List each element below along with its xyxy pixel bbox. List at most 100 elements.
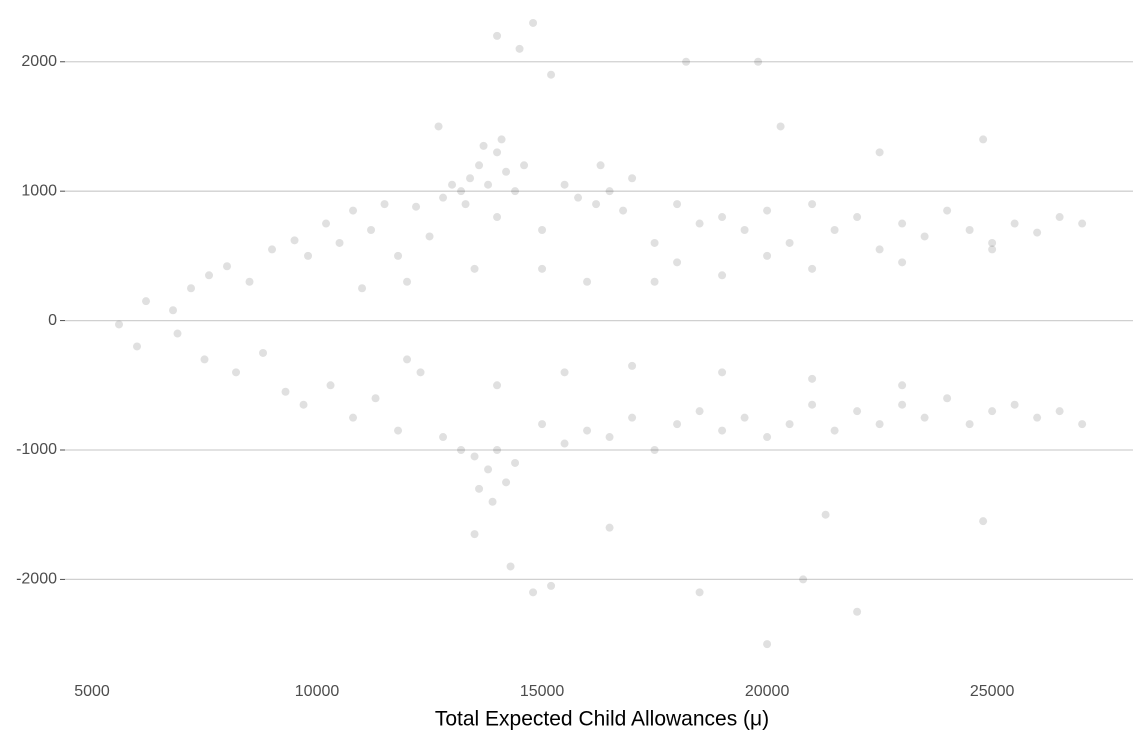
point [403, 277, 412, 286]
point [695, 588, 704, 597]
point [821, 510, 830, 519]
point [1055, 213, 1064, 222]
point [358, 284, 367, 293]
point [808, 264, 817, 273]
point [763, 640, 772, 649]
point [322, 219, 331, 228]
point [200, 355, 209, 364]
point [502, 478, 511, 487]
point [349, 413, 358, 422]
point [448, 180, 457, 189]
point [493, 213, 502, 222]
point [605, 187, 614, 196]
point [560, 439, 569, 448]
point [394, 251, 403, 260]
point [898, 258, 907, 267]
y-tick-label: 1000 [21, 182, 57, 199]
y-tick-label: 2000 [21, 53, 57, 70]
y-tick-label: -1000 [16, 441, 57, 458]
point [290, 236, 299, 245]
grid [65, 61, 1133, 581]
point [875, 148, 884, 157]
point [740, 413, 749, 422]
point [628, 174, 637, 183]
point [493, 31, 502, 40]
point [979, 517, 988, 526]
point [988, 407, 997, 416]
point [754, 57, 763, 66]
point [547, 70, 556, 79]
point [763, 251, 772, 260]
point [488, 497, 497, 506]
point [943, 206, 952, 215]
point [596, 161, 605, 170]
point [988, 245, 997, 254]
x-axis-title: Total Expected Child Allowances (μ) [435, 708, 769, 731]
point [583, 426, 592, 435]
x-tick-label: 20000 [745, 683, 790, 700]
x-tick-label: 25000 [970, 683, 1015, 700]
point [484, 465, 493, 474]
point [776, 122, 785, 131]
point [682, 57, 691, 66]
point [538, 420, 547, 429]
point [830, 226, 839, 234]
point [875, 245, 884, 254]
point [335, 238, 344, 247]
point [349, 206, 358, 215]
point [808, 400, 817, 409]
x-tick-label: 10000 [295, 683, 340, 700]
point [740, 226, 749, 234]
x-tick-label: 15000 [520, 683, 565, 700]
point [232, 368, 241, 377]
point [560, 368, 569, 377]
point [511, 458, 520, 467]
point [592, 200, 601, 209]
point [479, 141, 488, 150]
point [547, 581, 556, 590]
point [695, 407, 704, 416]
point [808, 374, 817, 383]
point [529, 18, 538, 27]
point [920, 232, 929, 241]
point [466, 174, 475, 183]
point [434, 122, 443, 131]
point [281, 387, 290, 396]
point [1010, 400, 1019, 409]
point [506, 562, 515, 571]
point [461, 200, 470, 209]
point [583, 277, 592, 286]
point [529, 588, 538, 597]
point [695, 219, 704, 228]
x-tick-label: 5000 [74, 683, 110, 700]
point [650, 238, 659, 247]
point [808, 200, 817, 209]
point [475, 484, 484, 493]
point [412, 202, 421, 211]
point [1078, 420, 1087, 429]
point [245, 277, 254, 286]
point [920, 413, 929, 422]
point [169, 306, 178, 315]
point [988, 238, 997, 247]
point [133, 342, 142, 351]
point [115, 320, 124, 329]
point [1078, 219, 1087, 228]
point [898, 219, 907, 228]
point [898, 381, 907, 390]
point [223, 262, 232, 271]
point [718, 271, 727, 280]
point [830, 426, 839, 435]
point [520, 161, 529, 170]
point [497, 135, 506, 144]
point [673, 258, 682, 267]
point [718, 213, 727, 222]
point [439, 433, 448, 442]
point [763, 433, 772, 442]
point [718, 426, 727, 435]
point [380, 200, 389, 209]
point [470, 530, 479, 539]
point [560, 180, 569, 189]
point [628, 413, 637, 422]
point [1033, 228, 1042, 237]
